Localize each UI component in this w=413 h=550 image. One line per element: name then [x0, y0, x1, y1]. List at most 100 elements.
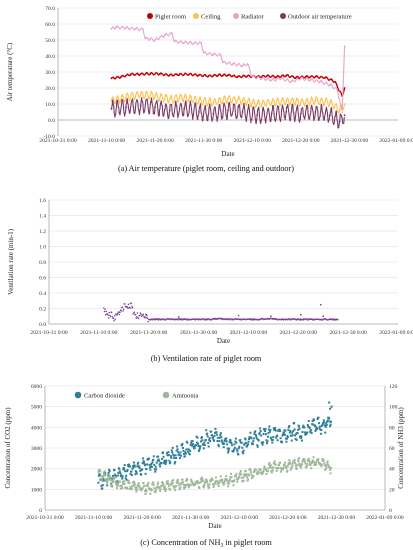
data-point [241, 64, 244, 67]
data-point [254, 433, 257, 436]
data-point [219, 432, 222, 435]
data-point [126, 487, 129, 490]
data-point [158, 463, 161, 466]
data-point [156, 459, 159, 462]
data-point [204, 319, 206, 321]
data-point [291, 434, 294, 437]
data-point [226, 447, 229, 450]
data-point [265, 473, 268, 476]
data-point [149, 492, 152, 495]
data-point [256, 114, 259, 117]
data-point [125, 96, 127, 99]
data-point [124, 305, 127, 308]
data-point [203, 441, 206, 444]
data-point [191, 444, 194, 447]
data-point [325, 467, 328, 470]
data-point [184, 451, 187, 454]
data-point [137, 317, 140, 320]
data-point [206, 483, 209, 486]
data-point [301, 431, 304, 434]
data-point [341, 111, 344, 113]
data-point [110, 107, 113, 110]
data-point [122, 308, 125, 311]
data-point [219, 475, 222, 478]
data-point [274, 429, 277, 432]
data-point [187, 318, 189, 320]
data-point [291, 464, 294, 467]
data-point [150, 463, 153, 466]
data-point [242, 479, 245, 482]
data-point [155, 488, 158, 491]
data-point [142, 457, 145, 460]
data-point [113, 473, 116, 476]
data-point [287, 462, 290, 465]
data-point [228, 447, 231, 450]
data-point [225, 318, 228, 321]
data-point [246, 476, 249, 479]
data-point [178, 454, 181, 457]
data-point [171, 32, 174, 35]
data-point [142, 460, 145, 463]
data-point [130, 487, 133, 490]
data-point [158, 318, 161, 320]
data-point [147, 457, 150, 460]
data-point [116, 314, 118, 316]
data-point [300, 318, 302, 320]
data-point [268, 425, 271, 428]
data-point [248, 438, 250, 441]
data-point [126, 470, 129, 473]
data-point [207, 445, 210, 448]
data-point [195, 444, 198, 447]
y2-tick-label: 80 [389, 425, 395, 431]
data-point [146, 314, 148, 317]
data-point [230, 476, 233, 479]
data-point [226, 479, 229, 482]
data-point [219, 54, 222, 57]
data-point [309, 462, 312, 465]
data-point [220, 436, 223, 439]
data-point [170, 482, 173, 485]
data-point [129, 472, 132, 475]
data-point [143, 316, 145, 318]
data-point [336, 88, 339, 91]
x-tick-label: 2021-10-31 0:00 [39, 138, 77, 144]
data-point [126, 306, 128, 308]
data-point [154, 465, 157, 468]
data-point [178, 484, 181, 487]
data-point [107, 314, 109, 316]
legend-label: Ceiling [201, 13, 221, 20]
data-point [329, 468, 332, 471]
data-point [135, 317, 137, 319]
data-point [314, 429, 317, 432]
data-point [213, 483, 216, 486]
data-point [255, 437, 258, 440]
data-point [106, 480, 109, 483]
data-point [177, 316, 180, 318]
data-point [328, 420, 331, 423]
data-point [164, 461, 167, 464]
data-point [166, 480, 169, 483]
data-point [275, 436, 278, 439]
data-point [179, 457, 182, 460]
data-point [217, 74, 220, 77]
data-point [119, 309, 122, 311]
data-point [247, 473, 250, 476]
data-point [282, 468, 284, 471]
data-point [212, 101, 215, 104]
data-point [246, 445, 249, 448]
data-point [299, 437, 302, 440]
data-point [283, 433, 286, 436]
x-tick-label: 2021-12-30 0:00 [331, 138, 369, 144]
data-point [306, 423, 309, 426]
data-point [247, 440, 250, 443]
data-point [203, 443, 206, 446]
data-point [132, 484, 135, 487]
data-point [163, 485, 166, 488]
data-point [211, 478, 214, 481]
data-point [285, 470, 288, 473]
data-point [173, 40, 176, 43]
data-point [298, 462, 301, 465]
data-point [328, 318, 331, 321]
data-point [290, 466, 293, 469]
data-point [157, 481, 160, 484]
